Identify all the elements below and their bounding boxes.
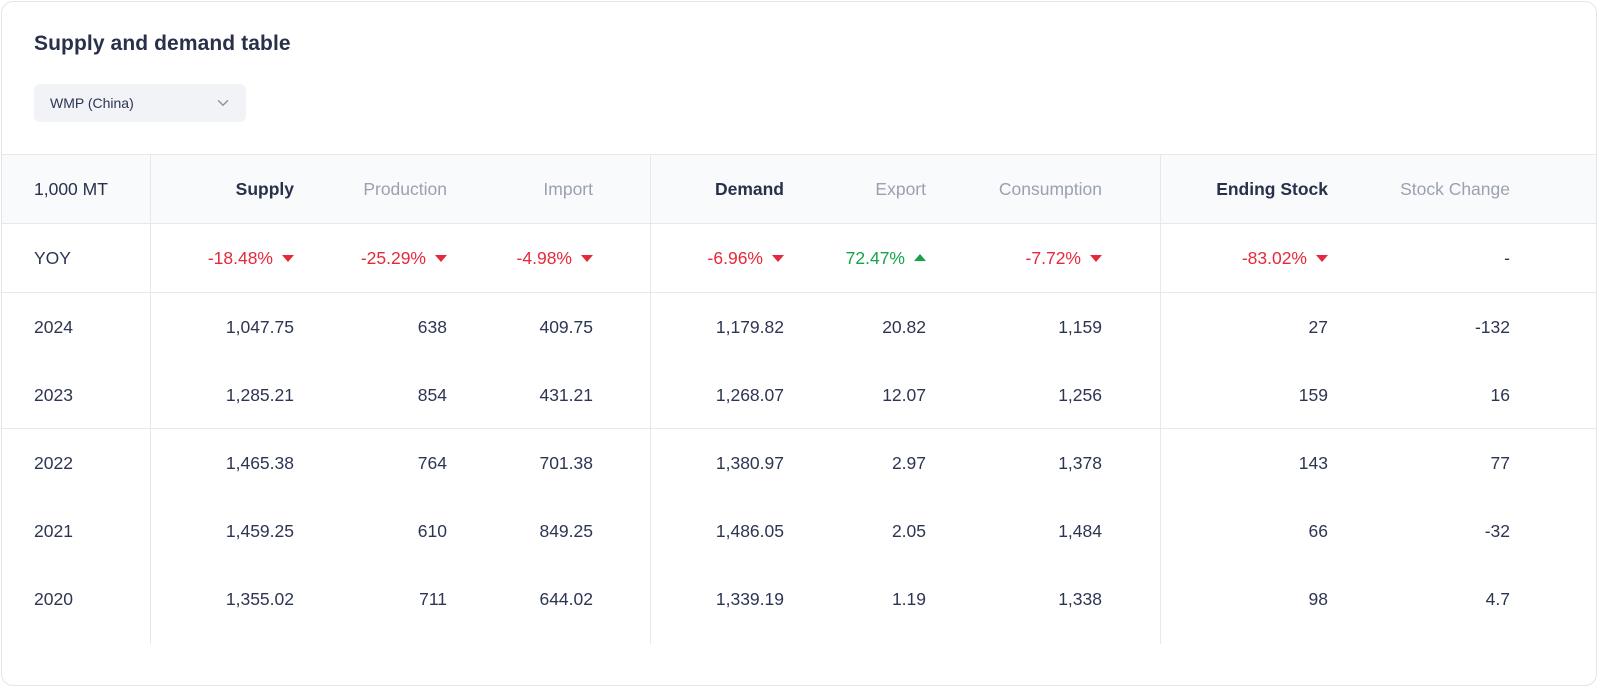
trend-down-icon	[1316, 255, 1328, 262]
cell-export: 1.19	[891, 588, 926, 609]
cell-supply: 1,459.25	[225, 520, 294, 541]
unit-label: 1,000 MT	[34, 178, 108, 199]
yoy-consumption: -7.72%	[937, 224, 1102, 293]
cell-year: 2022	[34, 452, 73, 473]
cell-supply: 1,355.02	[225, 588, 294, 609]
cell-export: 20.82	[882, 316, 926, 337]
cell-stock-change: -132	[1474, 316, 1510, 337]
trend-down-icon	[1090, 255, 1102, 262]
header-import: Import	[543, 178, 593, 199]
cell-year: 2023	[34, 384, 73, 405]
cell-demand: 1,380.97	[715, 452, 784, 473]
cell-ending-stock: 159	[1298, 384, 1328, 405]
trend-up-icon	[914, 253, 926, 261]
cell-demand: 1,339.19	[715, 588, 784, 609]
header-supply: Supply	[235, 178, 294, 199]
row-divider	[2, 428, 1596, 429]
cell-production: 610	[417, 520, 447, 541]
chevron-down-icon	[216, 96, 230, 110]
trend-down-icon	[282, 255, 294, 262]
cell-demand: 1,179.82	[715, 316, 784, 337]
yoy-ending-stock: -83.02%	[1172, 224, 1328, 293]
cell-production: 854	[417, 384, 447, 405]
cell-import: 644.02	[539, 588, 593, 609]
cell-ending-stock: 143	[1298, 452, 1328, 473]
yoy-row: YOY -18.48% -25.29% -4.98% -6.96% 72.47%…	[2, 224, 1596, 293]
cell-consumption: 1,338	[1058, 588, 1102, 609]
cell-import: 701.38	[539, 452, 593, 473]
table-row: 2020 1,355.02 711 644.02 1,339.19 1.19 1…	[2, 565, 1596, 633]
product-select-value: WMP (China)	[50, 95, 134, 111]
yoy-import: -4.98%	[457, 224, 593, 293]
yoy-demand: -6.96%	[662, 224, 784, 293]
header-stock-change: Stock Change	[1400, 178, 1510, 199]
header-ending-stock: Ending Stock	[1216, 178, 1328, 199]
cell-ending-stock: 66	[1308, 520, 1328, 541]
cell-demand: 1,268.07	[715, 384, 784, 405]
column-divider	[150, 154, 151, 644]
supply-demand-table: 1,000 MT Supply Production Import Demand…	[2, 154, 1596, 644]
cell-consumption: 1,484	[1058, 520, 1102, 541]
cell-import: 849.25	[539, 520, 593, 541]
table-row: 2024 1,047.75 638 409.75 1,179.82 20.82 …	[2, 293, 1596, 361]
cell-year: 2021	[34, 520, 73, 541]
cell-supply: 1,047.75	[225, 316, 294, 337]
table-row: 2021 1,459.25 610 849.25 1,486.05 2.05 1…	[2, 497, 1596, 565]
header-demand: Demand	[714, 178, 784, 199]
cell-import: 431.21	[539, 384, 593, 405]
header-row: 1,000 MT Supply Production Import Demand…	[2, 154, 1596, 224]
cell-export: 12.07	[882, 384, 926, 405]
cell-year: 2024	[34, 316, 73, 337]
cell-stock-change: 4.7	[1485, 588, 1510, 609]
cell-stock-change: 16	[1490, 384, 1510, 405]
product-select[interactable]: WMP (China)	[34, 84, 246, 122]
table-row: 2022 1,465.38 764 701.38 1,380.97 2.97 1…	[2, 429, 1596, 497]
cell-export: 2.05	[891, 520, 926, 541]
yoy-supply: -18.48%	[162, 224, 294, 293]
header-production: Production	[363, 178, 447, 199]
cell-consumption: 1,159	[1058, 316, 1102, 337]
yoy-stock-change: -	[1504, 248, 1510, 268]
cell-ending-stock: 98	[1308, 588, 1328, 609]
cell-ending-stock: 27	[1308, 316, 1328, 337]
cell-supply: 1,465.38	[225, 452, 294, 473]
cell-production: 764	[417, 452, 447, 473]
cell-import: 409.75	[539, 316, 593, 337]
table-row: 2023 1,285.21 854 431.21 1,268.07 12.07 …	[2, 361, 1596, 429]
cell-production: 711	[419, 588, 447, 609]
header-consumption: Consumption	[998, 178, 1102, 199]
cell-consumption: 1,256	[1058, 384, 1102, 405]
cell-demand: 1,486.05	[715, 520, 784, 541]
column-divider	[1160, 154, 1161, 644]
header-export: Export	[875, 178, 926, 199]
cell-production: 638	[417, 316, 447, 337]
trend-down-icon	[772, 255, 784, 262]
cell-stock-change: 77	[1490, 452, 1510, 473]
yoy-label: YOY	[34, 248, 71, 268]
cell-consumption: 1,378	[1058, 452, 1102, 473]
table-header	[2, 154, 1596, 224]
trend-down-icon	[581, 255, 593, 262]
column-divider	[650, 154, 651, 644]
cell-export: 2.97	[891, 452, 926, 473]
row-divider	[2, 292, 1596, 293]
yoy-export: 72.47%	[792, 224, 926, 293]
trend-down-icon	[435, 255, 447, 262]
cell-stock-change: -32	[1484, 520, 1510, 541]
cell-supply: 1,285.21	[225, 384, 294, 405]
cell-year: 2020	[34, 588, 73, 609]
page-title: Supply and demand table	[34, 32, 291, 55]
yoy-production: -25.29%	[302, 224, 447, 293]
